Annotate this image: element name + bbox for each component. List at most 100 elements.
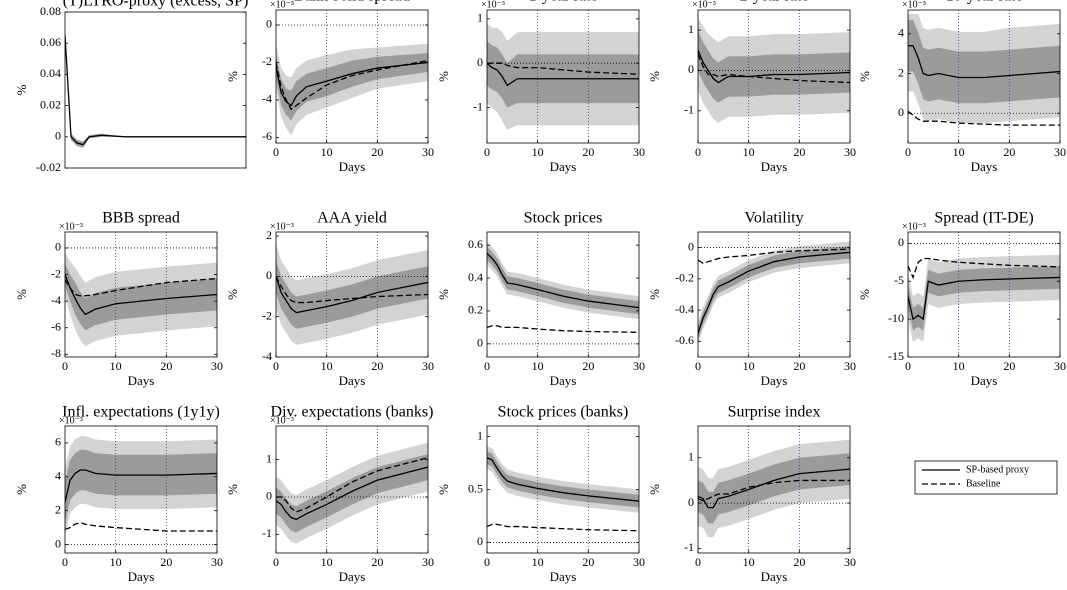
y-tick-label: 0	[688, 495, 694, 509]
y-axis-label: %	[436, 71, 451, 82]
series-line	[65, 274, 217, 316]
y-tick-label: -4	[262, 349, 272, 363]
x-axis-label: Days	[128, 569, 155, 584]
axes-box	[64, 231, 218, 358]
series-line	[908, 257, 1060, 280]
y-tick-label: -0.4	[675, 302, 694, 316]
panel	[487, 232, 639, 357]
x-tick-label: 20	[582, 555, 594, 569]
y-axis-label: %	[14, 484, 29, 495]
y-tick-label: 0	[55, 536, 61, 550]
series-line	[908, 276, 1060, 321]
panel-title: Surprise index	[728, 404, 821, 421]
series-line	[276, 61, 428, 107]
y-tick-label: -0.02	[36, 160, 61, 174]
panel-title: Infl. expectations (1y1y)	[62, 404, 220, 421]
y-tick-label: 0	[898, 105, 904, 119]
x-tick-label: 30	[633, 145, 645, 159]
x-tick-label: 20	[160, 359, 172, 373]
y-tick-label: 4	[898, 26, 904, 40]
series-line	[276, 466, 428, 521]
x-tick-label: 0	[484, 555, 490, 569]
x-tick-label: 20	[371, 359, 383, 373]
axes-box	[64, 11, 247, 169]
confidence-band	[698, 241, 850, 345]
confidence-band	[65, 32, 246, 148]
y-tick-label: -5	[894, 273, 904, 287]
axes-box	[275, 231, 429, 358]
confidence-band	[698, 246, 850, 340]
legend-label: Baseline	[966, 478, 1001, 489]
y-axis-label: %	[14, 84, 29, 95]
series-line	[276, 59, 428, 111]
y-tick-label: -2	[262, 54, 272, 68]
y-tick-label: -2	[262, 308, 272, 322]
x-tick-label: 20	[793, 145, 805, 159]
panel-title: Spread (IT-DE)	[934, 210, 1033, 227]
y-exponent: ×10⁻³	[902, 0, 926, 10]
series-line	[698, 251, 850, 334]
x-tick-label: 0	[273, 145, 279, 159]
y-tick-label: 2	[898, 65, 904, 79]
x-tick-label: 0	[273, 555, 279, 569]
x-tick-label: 0	[695, 359, 701, 373]
x-tick-label: 30	[844, 359, 856, 373]
y-tick-label: 0.5	[468, 481, 483, 495]
x-tick-label: 20	[1003, 359, 1015, 373]
y-axis-label: %	[436, 484, 451, 495]
x-tick-label: 10	[743, 145, 755, 159]
y-tick-label: 0	[688, 239, 694, 253]
panel-title: Volatility	[744, 210, 803, 227]
series-line	[276, 457, 428, 513]
y-exponent: ×10⁻³	[270, 221, 294, 232]
confidence-band	[276, 454, 428, 533]
x-axis-label: Days	[339, 569, 366, 584]
confidence-band	[276, 260, 428, 329]
y-tick-label: -15	[888, 349, 904, 363]
x-tick-label: 20	[371, 145, 383, 159]
y-tick-label: 0	[55, 240, 61, 254]
x-axis-label: Days	[128, 373, 155, 388]
x-tick-label: 20	[793, 359, 805, 373]
y-tick-label: 1	[477, 11, 483, 25]
axes-box	[907, 231, 1061, 358]
x-axis-label: Days	[971, 373, 998, 388]
y-tick-label: 0	[55, 129, 61, 143]
y-tick-label: -2	[51, 266, 61, 280]
x-axis-label: Days	[761, 569, 788, 584]
series-line	[65, 469, 217, 503]
x-tick-label: 10	[321, 145, 333, 159]
x-tick-label: 0	[695, 145, 701, 159]
y-tick-label: 0.06	[40, 35, 61, 49]
y-exponent: ×10⁻³	[270, 415, 294, 426]
x-tick-label: 30	[211, 555, 223, 569]
legend-label: SP-based proxy	[966, 464, 1029, 475]
y-tick-label: 0.2	[468, 303, 483, 317]
y-tick-label: -1	[684, 103, 694, 117]
x-tick-label: 10	[743, 555, 755, 569]
series-line	[698, 479, 850, 502]
x-tick-label: 0	[273, 359, 279, 373]
series-line	[487, 62, 639, 87]
y-tick-label: 0	[477, 534, 483, 548]
panel-title: AAA yield	[317, 210, 387, 227]
confidence-band	[487, 246, 639, 315]
x-tick-label: 20	[793, 555, 805, 569]
y-axis-label: %	[647, 484, 662, 495]
series-line	[698, 248, 850, 264]
y-tick-label: 0.4	[468, 270, 483, 284]
confidence-band	[487, 451, 639, 508]
y-axis-label: %	[647, 289, 662, 300]
y-tick-label: 1	[688, 450, 694, 464]
y-tick-label: -4	[51, 293, 61, 307]
axes-box	[486, 9, 640, 144]
y-tick-label: -1	[473, 99, 483, 113]
y-tick-label: 0	[477, 336, 483, 350]
series-line	[487, 457, 639, 502]
y-axis-label: %	[225, 484, 240, 495]
y-tick-label: 6	[55, 435, 61, 449]
y-tick-label: 0	[266, 489, 272, 503]
y-tick-label: 0	[477, 55, 483, 69]
y-tick-label: -1	[262, 526, 272, 540]
y-tick-label: -10	[888, 311, 904, 325]
